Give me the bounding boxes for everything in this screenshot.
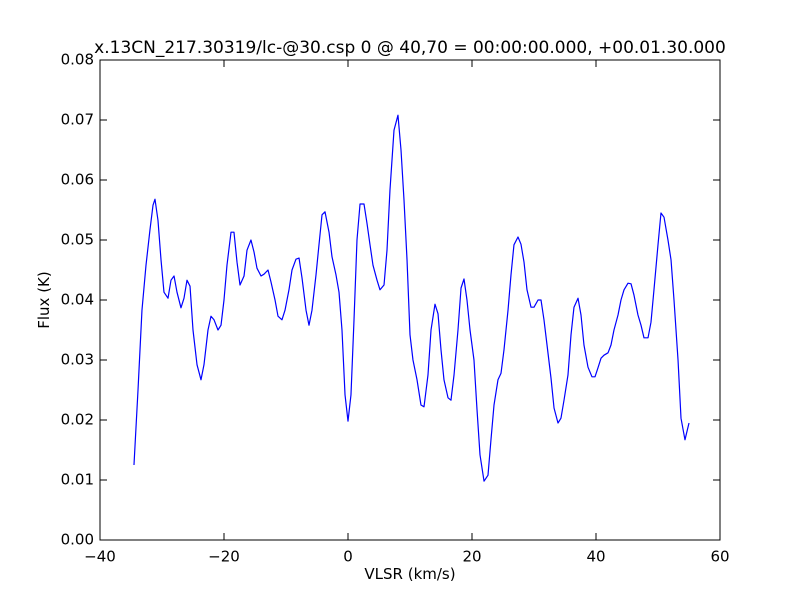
x-tick-label: −20 <box>208 548 240 566</box>
y-tick-label: 0.02 <box>61 411 94 429</box>
x-axis-label: VLSR (km/s) <box>364 565 455 583</box>
y-tick-label: 0.07 <box>61 111 94 129</box>
y-tick-label: 0.03 <box>61 351 94 369</box>
y-tick-label: 0.06 <box>61 171 94 189</box>
chart-title: x.13CN_217.30319/lc-@30.csp 0 @ 40,70 = … <box>94 38 726 58</box>
x-tick-label: −40 <box>84 548 116 566</box>
x-tick-label: 40 <box>586 548 605 566</box>
y-tick-label: 0.00 <box>61 531 94 549</box>
y-axis-label: Flux (K) <box>35 271 53 329</box>
y-tick-label: 0.08 <box>61 51 94 69</box>
x-tick-label: 20 <box>462 548 481 566</box>
x-tick-label: 0 <box>343 548 353 566</box>
x-tick-label: 60 <box>710 548 729 566</box>
y-tick-label: 0.01 <box>61 471 94 489</box>
data-line <box>133 114 690 482</box>
y-tick-label: 0.04 <box>61 291 94 309</box>
y-tick-label: 0.05 <box>61 231 94 249</box>
